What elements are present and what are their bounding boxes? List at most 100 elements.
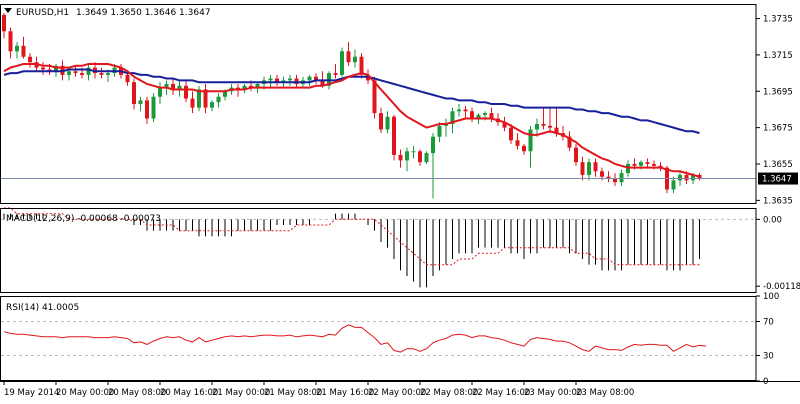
candle-body-bear <box>652 164 656 166</box>
candle-body-bull <box>242 85 247 90</box>
candle-body-bear <box>346 51 351 63</box>
candle-body-bull <box>476 114 481 119</box>
candle-body-bear <box>567 136 572 148</box>
candle-body-bear <box>184 85 188 99</box>
candle-body-bear <box>392 116 396 155</box>
time-tick-label: 20 May 00:00 <box>56 388 114 398</box>
candle-body-bear <box>314 76 318 81</box>
candle-body-bear <box>593 162 598 172</box>
candle-body-bull <box>431 136 435 154</box>
price-tick-label: 1.3695 <box>763 87 793 97</box>
candle-body-bear <box>190 98 195 108</box>
time-tick-label: 23 May 00:00 <box>524 388 582 398</box>
symbol-label: EURUSD,H1 <box>16 8 69 18</box>
candle-body-bull <box>619 173 624 183</box>
candle-body-bull <box>437 125 442 137</box>
candle-body-bear <box>203 89 208 108</box>
candle-body-bear <box>574 147 578 163</box>
time-tick-label: 20 May 16:00 <box>160 388 218 398</box>
candle-body-bull <box>587 162 591 175</box>
candle-body-bear <box>418 151 422 163</box>
macd-signal-line <box>4 207 700 266</box>
price-panel-frame <box>0 4 757 204</box>
candle-body-bear <box>645 162 650 164</box>
candle-body-bull <box>164 84 169 88</box>
candle-body-bull <box>457 109 461 112</box>
candle-body-bear <box>359 56 364 75</box>
candle-body-bull <box>288 78 292 81</box>
candle-body-bull <box>307 76 312 81</box>
candle-body-bear <box>470 111 474 119</box>
candle-body-bear <box>21 45 26 57</box>
candle-body-bull <box>528 129 533 152</box>
candle-body-bull <box>223 91 227 97</box>
candle-body-bull <box>216 96 221 103</box>
price-tick-label: 1.3735 <box>763 15 793 25</box>
candle-body-bull <box>340 51 344 75</box>
price-tick-label: 1.3655 <box>763 160 793 170</box>
candle-body-bull <box>106 73 110 75</box>
candle-body-bear <box>398 154 403 161</box>
candle-body-bear <box>28 56 32 63</box>
candle-body-bear <box>489 113 494 119</box>
candle-body-bear <box>73 71 78 74</box>
rsi-tick-label: 30 <box>763 352 774 362</box>
time-tick-label: 21 May 16:00 <box>316 388 374 398</box>
candle-body-bear <box>320 80 325 86</box>
candle-body-bear <box>145 100 149 119</box>
rsi-line <box>3 324 707 353</box>
macd-label: MACD(12,26,9) -0.00068 -0.00073 <box>6 214 161 224</box>
candle-body-bear <box>8 31 13 52</box>
candle-body-bear <box>502 122 507 128</box>
candle-body-bull <box>639 162 643 166</box>
rsi-tick-label: 0 <box>763 377 768 387</box>
candle-body-bull <box>268 78 273 81</box>
price-tick-label: 1.3675 <box>763 124 793 134</box>
candle-body-bear <box>99 73 104 75</box>
candle-body-bear <box>580 162 585 175</box>
rsi-tick-label: 100 <box>763 292 779 302</box>
candle-body-bull <box>197 89 201 108</box>
candle-body-bull <box>483 113 487 115</box>
candle-body-bear <box>41 67 45 70</box>
candle-body-bear <box>548 125 552 128</box>
candle-body-bull <box>691 174 695 181</box>
candle-body-bull <box>671 180 676 190</box>
time-tick-label: 21 May 08:00 <box>264 388 322 398</box>
candle-body-bull <box>385 116 390 130</box>
candle-body-bull <box>678 174 682 181</box>
time-tick-label: 23 May 08:00 <box>576 388 634 398</box>
candle-body-bear <box>522 145 526 152</box>
candle-body-bear <box>684 174 689 181</box>
candle-body-bear <box>554 127 559 134</box>
time-tick-label: 19 May 2014 <box>4 388 59 398</box>
candle-body-bear <box>132 82 136 104</box>
candle-body-bear <box>600 171 604 177</box>
macd-panel-frame <box>0 208 757 293</box>
time-tick-label: 22 May 16:00 <box>472 388 530 398</box>
time-tick-label: 22 May 08:00 <box>420 388 478 398</box>
bid-price-label-bg <box>758 172 798 185</box>
candle-body-bull <box>67 71 71 75</box>
candle-body-bull <box>138 100 143 104</box>
candle-body-bull <box>450 111 455 124</box>
candle-body-bull <box>535 124 539 130</box>
candle-body-bear <box>515 140 520 146</box>
candle-body-bear <box>125 74 130 83</box>
ohlc-readout: 1.3649 1.3650 1.3646 1.3647 <box>76 8 211 18</box>
candle-body-bull <box>210 102 214 108</box>
candle-body-bull <box>424 153 429 163</box>
rsi-panel-frame <box>0 296 757 381</box>
candle-body-bear <box>372 80 377 114</box>
rsi-label: RSI(14) 41.0005 <box>6 303 79 313</box>
candle-body-bull <box>177 85 182 90</box>
time-tick-label: 21 May 00:00 <box>212 388 270 398</box>
fast-moving-average-line <box>3 63 700 178</box>
dropdown-arrow-icon[interactable] <box>4 8 12 13</box>
candle-body-bull <box>255 84 260 88</box>
candle-body-bull <box>405 151 409 161</box>
candle-body-bear <box>80 73 84 75</box>
candle-body-bear <box>697 174 702 179</box>
